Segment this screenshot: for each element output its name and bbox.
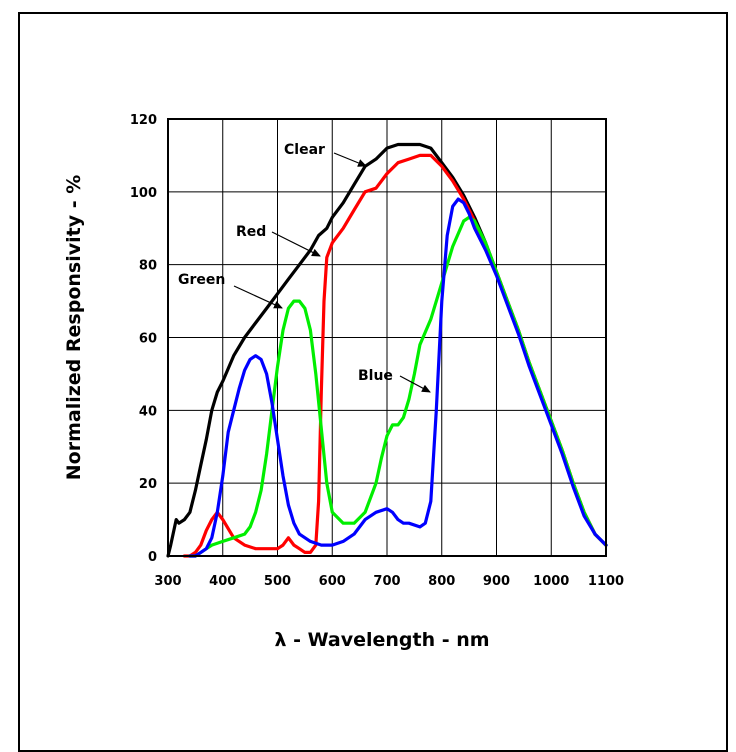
y-tick-label: 100: [130, 186, 157, 201]
annotation-label-clear: Clear: [284, 142, 325, 158]
x-tick-label: 800: [428, 574, 455, 589]
y-tick-label: 40: [139, 404, 157, 419]
x-tick-label: 400: [209, 574, 236, 589]
annotations: Clear Red Green Blue: [178, 142, 431, 393]
y-axis-title: Normalized Responsivity - %: [63, 175, 85, 480]
annotation-arrow-green: [233, 285, 283, 309]
y-tick-label: 80: [139, 259, 157, 274]
annotation-arrow-red: [271, 231, 321, 257]
series-line-red: [182, 153, 608, 558]
series-line-green: [188, 215, 608, 558]
responsivity-chart: 300 400 500 600 700 800 900 1000 1100 0 20 40 60 80 10…: [63, 113, 624, 651]
x-tick-label: 1000: [533, 574, 569, 589]
x-tick-label: 500: [264, 574, 291, 589]
x-tick-label: 1100: [588, 574, 624, 589]
x-tick-label: 300: [154, 574, 181, 589]
tick-labels: 300 400 500 600 700 800 900 1000 1100 0 20 40 60 80 10…: [130, 113, 624, 589]
annotation-arrow-clear: [333, 152, 367, 167]
y-tick-label: 0: [148, 550, 157, 565]
grid-lines: [167, 118, 607, 557]
y-tick-label: 120: [130, 113, 157, 128]
y-tick-label: 60: [139, 332, 157, 347]
plot-border: [167, 118, 607, 557]
annotation-label-green: Green: [178, 272, 225, 288]
annotation-arrow-blue: [399, 375, 431, 393]
x-tick-label: 600: [319, 574, 346, 589]
x-tick-label: 700: [373, 574, 400, 589]
series-line-blue: [188, 197, 608, 558]
y-tick-label: 20: [139, 477, 157, 492]
x-tick-label: 900: [483, 574, 510, 589]
annotation-label-blue: Blue: [358, 368, 393, 384]
x-axis-title: λ - Wavelength - nm: [274, 629, 489, 651]
annotation-label-red: Red: [236, 224, 266, 240]
chart-frame: [18, 12, 728, 752]
series-lines: [166, 142, 608, 558]
